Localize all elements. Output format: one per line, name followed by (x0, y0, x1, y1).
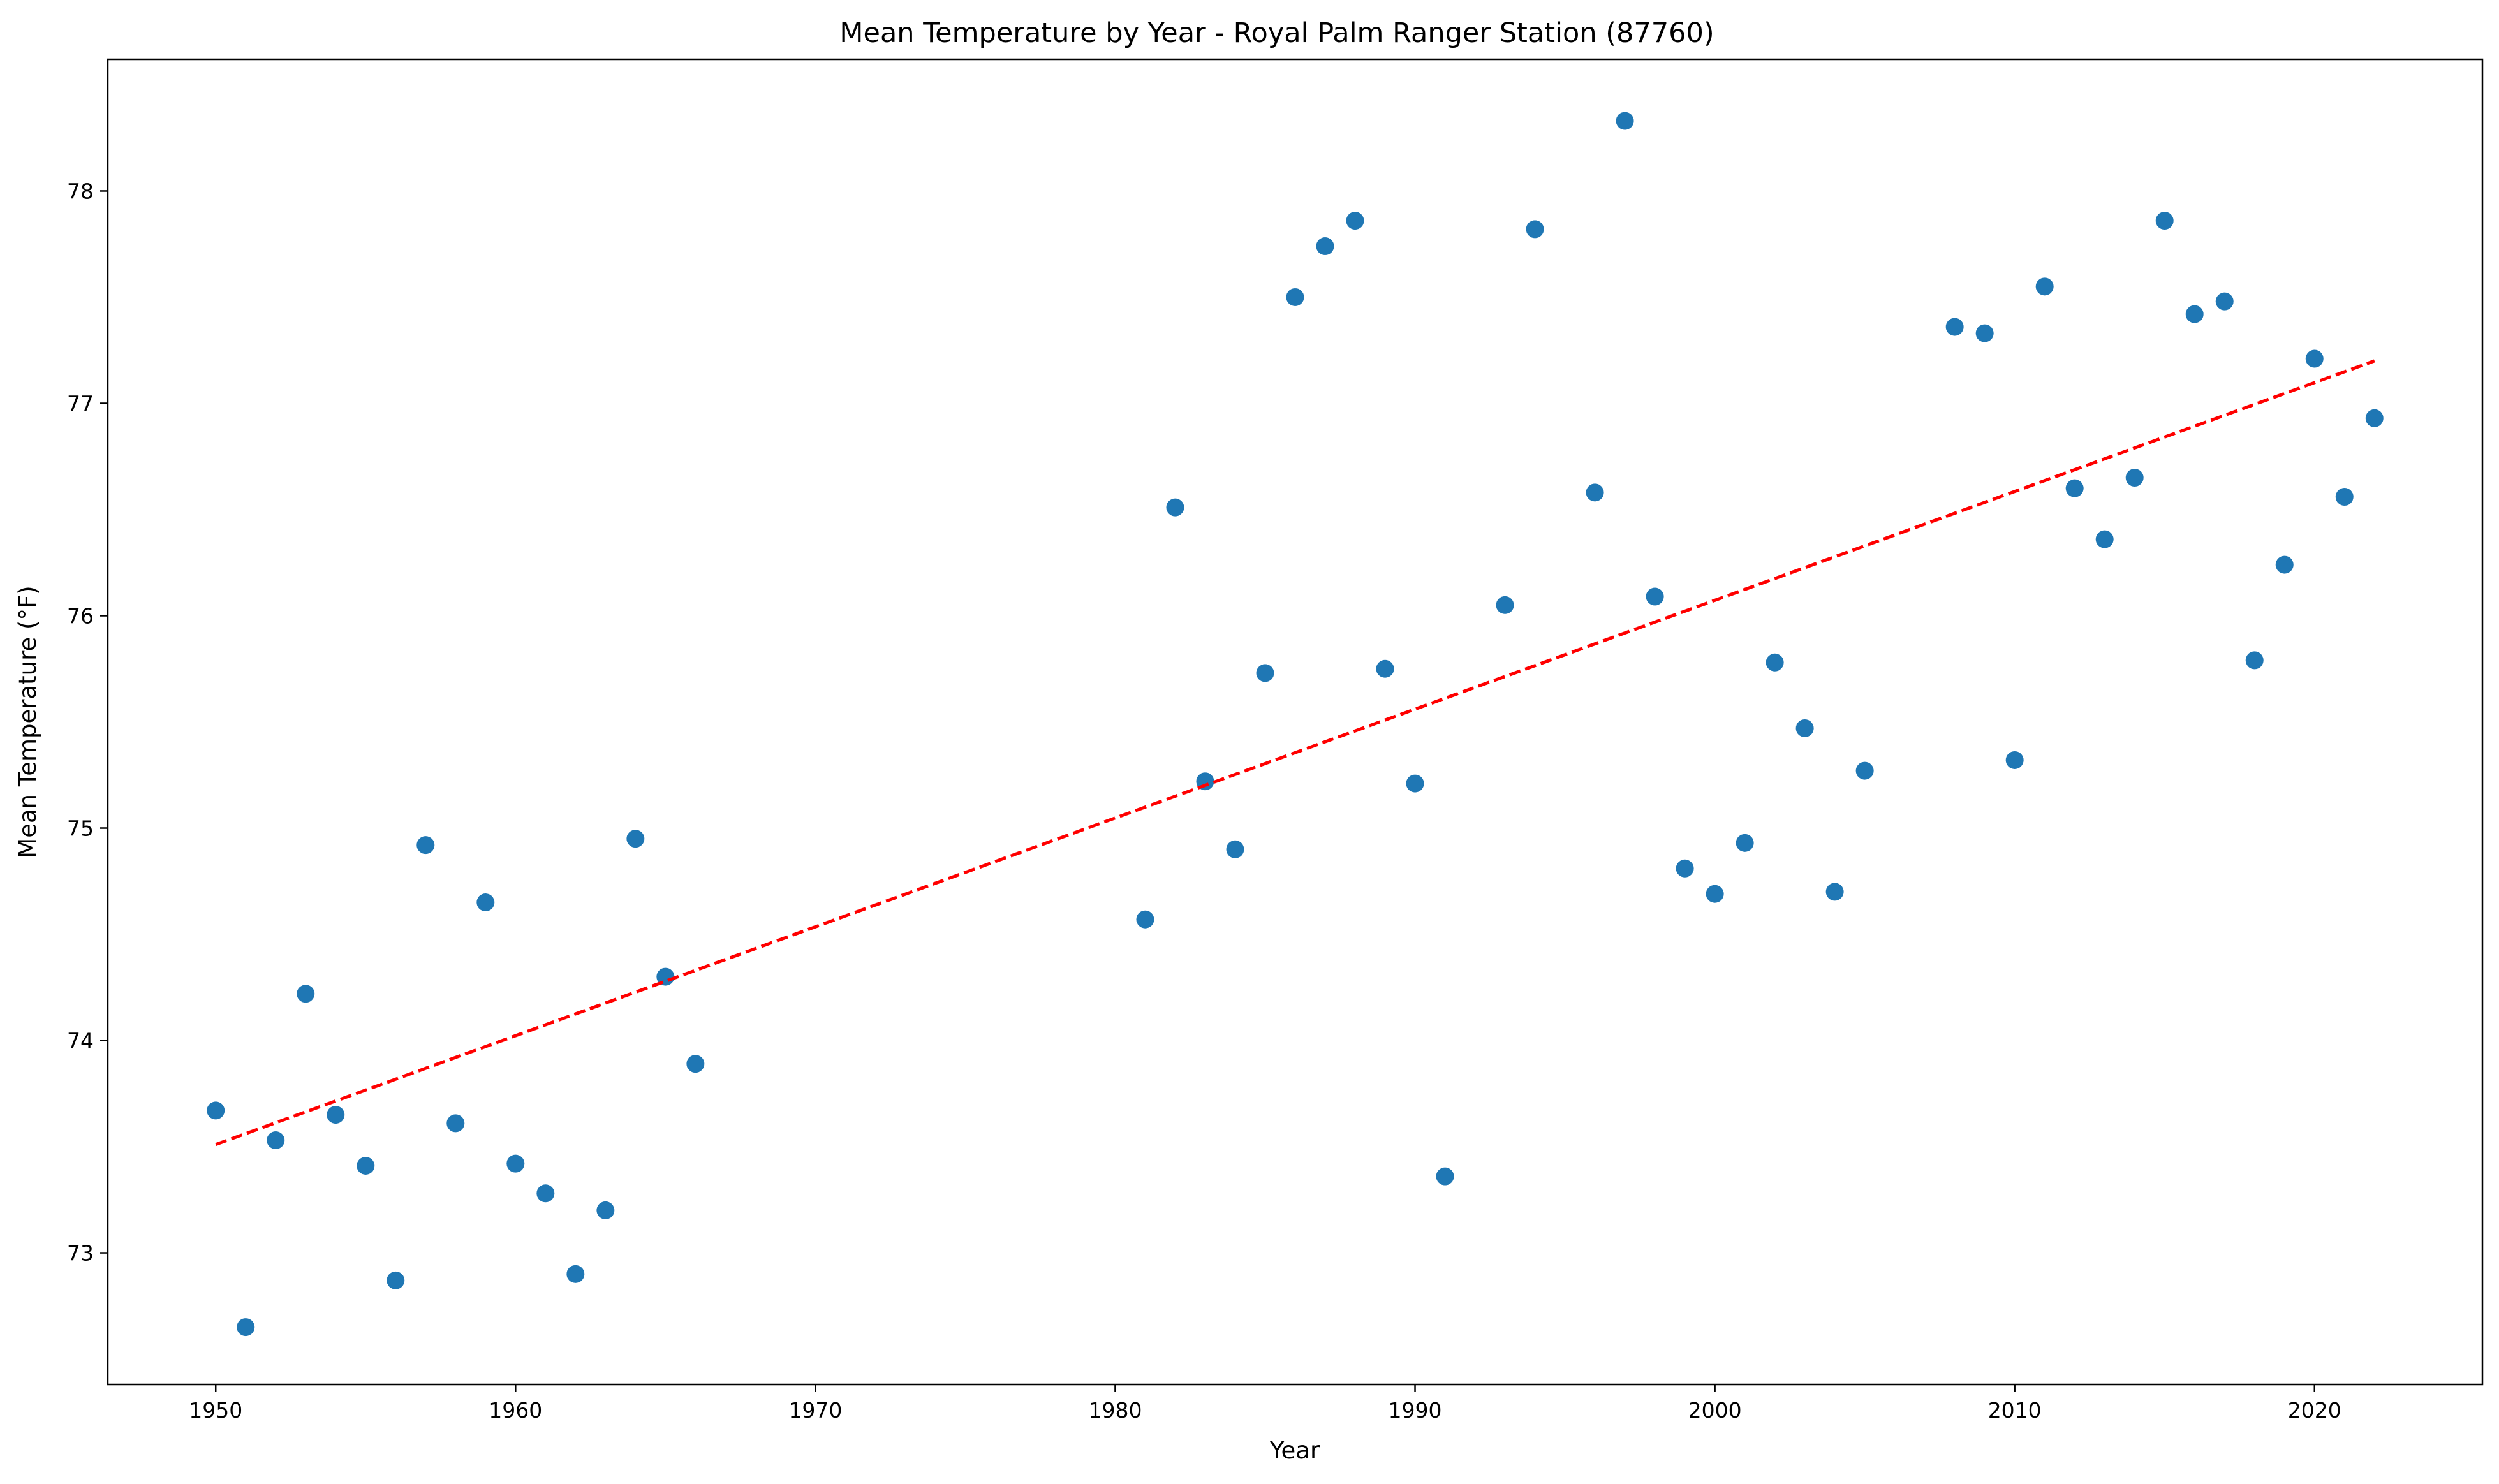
data-point (1136, 910, 1154, 929)
data-point (476, 893, 495, 912)
data-point (2035, 277, 2054, 296)
x-tick-label: 2020 (2288, 1398, 2341, 1423)
x-tick-label: 1960 (489, 1398, 542, 1423)
y-tick-label: 73 (67, 1241, 94, 1266)
data-point (1166, 498, 1184, 517)
data-point (446, 1114, 465, 1133)
data-point (297, 985, 315, 1003)
x-axis-ticks: 1950 1960 1970 1980 1990 2000 2010 2020 (189, 1385, 2341, 1423)
data-point (1226, 840, 1244, 858)
data-point (1526, 220, 1544, 239)
data-point (2125, 469, 2144, 487)
x-tick-label: 2000 (1688, 1398, 1742, 1423)
data-point (2275, 555, 2294, 574)
data-point (237, 1318, 255, 1337)
y-tick-label: 78 (67, 179, 94, 203)
data-point (1616, 112, 1634, 130)
chart-title: Mean Temperature by Year - Royal Palm Ra… (839, 17, 1714, 49)
data-point (207, 1101, 225, 1120)
data-point (1646, 587, 1664, 606)
data-point (536, 1184, 555, 1203)
x-axis-label: Year (1269, 1437, 1320, 1464)
data-point (2245, 651, 2264, 670)
data-point (626, 830, 645, 848)
data-point (267, 1131, 285, 1150)
data-point (2305, 349, 2324, 368)
data-point (1676, 859, 1694, 878)
plot-frame (107, 58, 2484, 1386)
data-point (1346, 212, 1364, 230)
data-point (1436, 1167, 1454, 1186)
y-tick-label: 77 (67, 391, 94, 416)
data-point (1496, 596, 1514, 614)
y-tick-label: 74 (67, 1029, 94, 1054)
data-point (1316, 237, 1334, 256)
data-point (1406, 774, 1424, 793)
data-point (327, 1106, 345, 1124)
data-point (1586, 483, 1604, 502)
data-point (1945, 318, 1964, 336)
data-point (2365, 409, 2384, 427)
data-point (2215, 292, 2234, 311)
data-point (1766, 653, 1784, 672)
data-point (1795, 719, 1814, 737)
data-point (2095, 530, 2114, 548)
x-tick-label: 1970 (788, 1398, 842, 1423)
x-tick-label: 1990 (1389, 1398, 1442, 1423)
y-axis-ticks: 73 74 75 76 77 78 (67, 179, 108, 1266)
data-point (2185, 305, 2204, 323)
data-point (2155, 212, 2174, 230)
plot-area (207, 112, 2384, 1337)
data-point (1975, 324, 1994, 342)
data-point (2005, 751, 2024, 769)
data-point (2335, 488, 2354, 506)
data-point (2065, 479, 2084, 497)
data-point (1706, 885, 1724, 903)
y-axis-label: Mean Temperature (°F) (14, 585, 41, 858)
data-point (506, 1154, 525, 1173)
data-point (1855, 761, 1874, 780)
y-tick-label: 75 (67, 816, 94, 841)
data-point (686, 1055, 705, 1073)
data-point (1825, 883, 1844, 901)
y-tick-label: 76 (67, 603, 94, 628)
data-point (1376, 659, 1394, 678)
data-point (387, 1271, 405, 1289)
data-point (1286, 288, 1304, 306)
x-tick-label: 2010 (1988, 1398, 2042, 1423)
data-point (596, 1201, 615, 1219)
data-point (1736, 834, 1754, 852)
data-point (416, 836, 435, 855)
x-tick-label: 1980 (1088, 1398, 1142, 1423)
trend-line (215, 359, 2375, 1147)
data-point (566, 1265, 585, 1283)
data-point (357, 1156, 375, 1175)
x-tick-label: 1950 (189, 1398, 242, 1423)
data-point (1256, 664, 1274, 682)
